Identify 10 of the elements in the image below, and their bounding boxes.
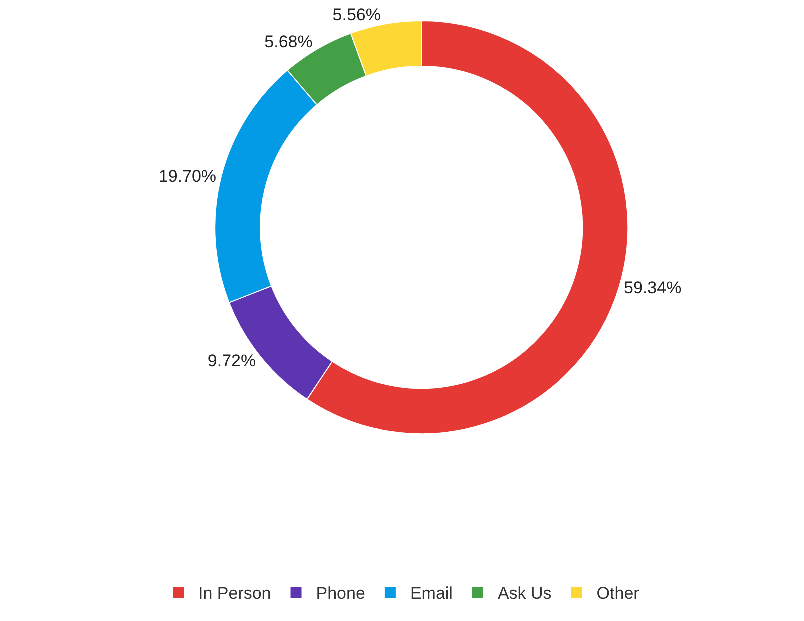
data-label: 19.70% bbox=[158, 167, 217, 186]
legend-label: In Person bbox=[198, 584, 272, 604]
data-label: 5.68% bbox=[264, 32, 313, 52]
data-label: 9.72% bbox=[208, 351, 256, 370]
data-label: 59.34% bbox=[624, 278, 682, 298]
legend-label: Phone bbox=[316, 584, 366, 604]
legend-label: Other bbox=[596, 584, 640, 604]
legend-label: Ask Us bbox=[498, 584, 552, 604]
data-label: 5.56% bbox=[332, 5, 381, 24]
legend-label: Email bbox=[410, 584, 453, 604]
